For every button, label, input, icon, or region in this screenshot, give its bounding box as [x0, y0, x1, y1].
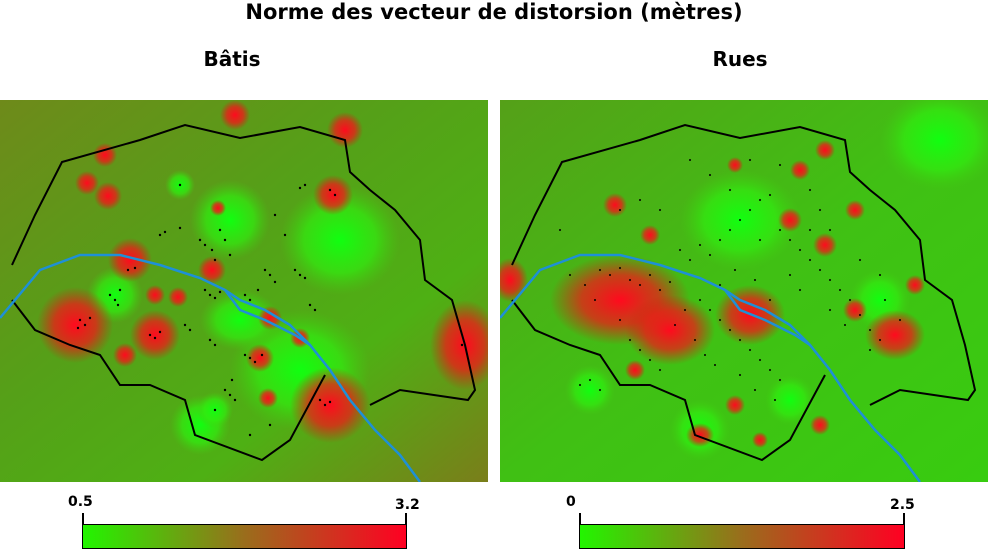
rues-colorbar-max-tick	[903, 513, 905, 525]
batis-building-points	[76, 183, 464, 437]
batis-distortion-map	[0, 100, 488, 482]
batis-colorbar-min-tick	[82, 513, 84, 525]
rues-colorbar-min-tick	[579, 513, 581, 525]
batis-city-boundary	[11, 123, 477, 462]
rues-river-seine	[500, 253, 922, 482]
rues-street-points	[559, 159, 901, 401]
rues-colorbar-min-label: 0	[566, 494, 576, 510]
batis-colorbar-max-label: 3.2	[395, 497, 420, 513]
rues-map-svg	[500, 100, 988, 482]
batis-red-hotspots	[37, 100, 488, 443]
batis-river-seine	[0, 253, 422, 482]
rues-red-hotspots	[500, 140, 925, 448]
rues-distortion-map	[500, 100, 988, 482]
rues-city-boundary	[511, 123, 977, 462]
figure-title: Norme des vecteur de distorsion (mètres)	[245, 0, 743, 24]
batis-colorbar	[82, 524, 407, 549]
batis-colorbar-min-label: 0.5	[68, 494, 93, 510]
batis-colorbar-max-tick	[405, 513, 407, 525]
rues-colorbar-max-label: 2.5	[890, 497, 915, 513]
right-panel-subtitle: Rues	[712, 47, 768, 71]
batis-map-svg	[0, 100, 488, 482]
left-panel-subtitle: Bâtis	[203, 47, 261, 71]
rues-colorbar	[579, 524, 905, 549]
